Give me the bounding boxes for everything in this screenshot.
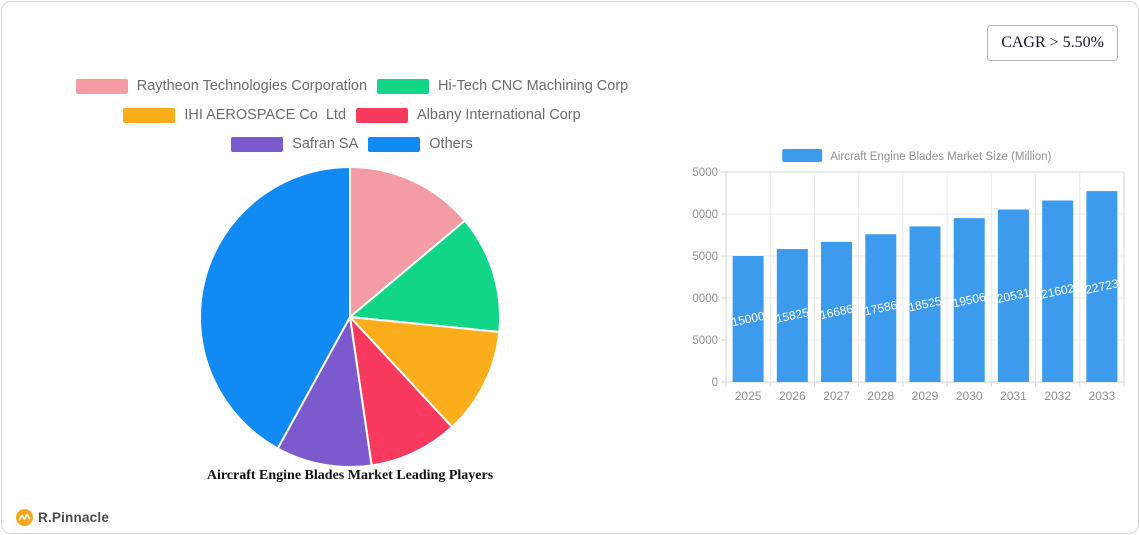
- bar-legend-swatch: [782, 149, 823, 162]
- x-category-label: 2031: [1000, 389, 1027, 403]
- legend-label: Raytheon Technologies Corporation: [136, 78, 368, 94]
- legend-label: Others: [429, 136, 473, 152]
- logo: R.Pinnacle: [16, 509, 109, 526]
- y-tick-label: 10000: [692, 293, 718, 305]
- legend-item-others[interactable]: Others: [368, 136, 473, 152]
- bar-2026[interactable]: [776, 249, 808, 382]
- bar-value-label: 22723: [1084, 276, 1120, 297]
- x-category-label: 2025: [735, 389, 762, 403]
- pie-slice-ihi-aerospace-co-ltd[interactable]: [349, 316, 501, 428]
- pie-legend-row: Raytheon Technologies Corporation Hi-Tech…: [75, 78, 628, 94]
- bar-2027[interactable]: [821, 241, 853, 382]
- y-tick-label: 25000: [692, 167, 718, 179]
- bar-2033[interactable]: [1086, 191, 1118, 382]
- bar-value-label: 20531: [996, 285, 1032, 306]
- pie-legend-row: IHI AEROSPACE Co Ltd Albany International…: [123, 107, 581, 123]
- bar-2028[interactable]: [865, 234, 897, 382]
- legend-item-raytheon-technologies-corporation[interactable]: Raytheon Technologies Corporation: [75, 78, 368, 94]
- bar-value-label: 19506: [951, 290, 987, 311]
- x-category-label: 2033: [1089, 389, 1116, 403]
- bar-2032[interactable]: [1042, 200, 1074, 382]
- y-tick-label: 20000: [692, 209, 718, 221]
- pulse-icon: [16, 509, 33, 526]
- legend-item-albany-international-corp[interactable]: Albany International Corp: [356, 107, 581, 123]
- legend-item-ihi-aerospace-co-ltd[interactable]: IHI AEROSPACE Co Ltd: [123, 107, 346, 123]
- bar-2030[interactable]: [953, 218, 985, 382]
- legend-swatch-hi-tech-cnc-machining-corp: [377, 78, 430, 94]
- x-category-label: 2030: [956, 389, 983, 403]
- legend-swatch-ihi-aerospace-co-ltd: [123, 107, 176, 123]
- legend-label: IHI AEROSPACE Co Ltd: [184, 107, 347, 123]
- x-category-label: 2026: [779, 389, 806, 403]
- x-category-label: 2028: [867, 389, 894, 403]
- pie-slice-albany-international-corp[interactable]: [349, 316, 453, 467]
- y-tick-label: 0: [712, 377, 718, 389]
- bar-legend[interactable]: Aircraft Engine Blades Market Size (Mill…: [782, 149, 1052, 163]
- bar-value-label: 17586: [863, 298, 899, 319]
- legend-label: Hi-Tech CNC Machining Corp: [438, 78, 629, 94]
- legend-swatch-albany-international-corp: [356, 107, 409, 123]
- bar-value-label: 18525: [907, 294, 943, 315]
- y-tick-label: 5000: [692, 335, 718, 347]
- legend-swatch-raytheon-technologies-corporation: [75, 78, 128, 94]
- x-category-label: 2032: [1044, 389, 1071, 403]
- pie-chart: [199, 166, 501, 468]
- bar-2029[interactable]: [909, 226, 941, 382]
- legend-swatch-safran-sa: [231, 136, 284, 152]
- logo-text: R.Pinnacle: [38, 510, 110, 525]
- pie-legend-row: Safran SA Others: [231, 136, 473, 152]
- bar-value-label: 15825: [775, 305, 811, 326]
- legend-label: Safran SA: [292, 136, 359, 152]
- y-tick-label: 15000: [692, 251, 718, 263]
- x-category-label: 2029: [912, 389, 939, 403]
- legend-label: Albany International Corp: [417, 107, 581, 123]
- pie-slice-raytheon-technologies-corporation[interactable]: [349, 166, 466, 318]
- bar-legend-label: Aircraft Engine Blades Market Size (Mill…: [830, 151, 1051, 163]
- bar-2031[interactable]: [997, 209, 1029, 382]
- pie-slice-safran-sa[interactable]: [276, 316, 373, 468]
- legend-swatch-others: [368, 136, 421, 152]
- legend-item-safran-sa[interactable]: Safran SA: [231, 136, 358, 152]
- legend-item-hi-tech-cnc-machining-corp[interactable]: Hi-Tech CNC Machining Corp: [377, 78, 628, 94]
- bar-chart: Aircraft Engine Blades Market Size (Mill…: [692, 149, 1125, 403]
- bar-2025[interactable]: [732, 256, 764, 382]
- pie-slice-hi-tech-cnc-machining-corp[interactable]: [349, 219, 501, 334]
- x-category-label: 2027: [823, 389, 850, 403]
- pie-legend: Raytheon Technologies Corporation Hi-Tech…: [42, 78, 662, 152]
- bar-value-label: 15000: [730, 309, 766, 330]
- bar-value-label: 21602: [1040, 281, 1076, 302]
- cagr-badge: CAGR > 5.50%: [987, 25, 1118, 61]
- pie-slice-others[interactable]: [199, 166, 351, 450]
- pie-chart-title: Aircraft Engine Blades Market Leading Pl…: [206, 468, 494, 483]
- bar-value-label: 16686: [819, 302, 855, 323]
